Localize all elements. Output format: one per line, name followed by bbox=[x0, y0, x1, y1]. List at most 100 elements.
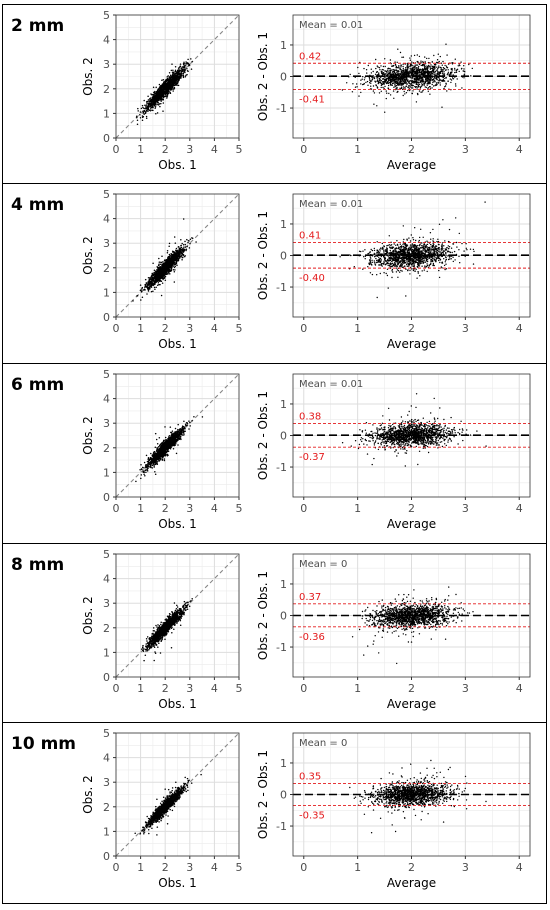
bland-altman-point bbox=[379, 69, 381, 71]
y-tick-label: -1 bbox=[276, 281, 287, 294]
scatter-point bbox=[184, 68, 186, 71]
bland-altman-point bbox=[443, 68, 446, 70]
bland-altman-point bbox=[409, 86, 411, 88]
bland-altman-point bbox=[380, 71, 383, 74]
scatter-point bbox=[187, 64, 190, 67]
scatter-point bbox=[187, 241, 189, 244]
bland-altman-point bbox=[426, 84, 428, 86]
bland-altman-point bbox=[402, 65, 404, 68]
scatter-point bbox=[167, 270, 170, 273]
panel-border bbox=[292, 14, 531, 139]
scatter-point bbox=[172, 73, 174, 76]
x-tick-label: 3 bbox=[462, 143, 469, 156]
scatter-point bbox=[188, 240, 190, 242]
scatter-point bbox=[155, 99, 157, 102]
scatter-point bbox=[180, 255, 182, 257]
scatter-point bbox=[182, 244, 185, 246]
bland-altman-point bbox=[468, 63, 470, 66]
scatter-point bbox=[139, 116, 142, 119]
scatter-point bbox=[167, 264, 169, 266]
bland-altman-point bbox=[363, 67, 365, 70]
scatter-point bbox=[148, 100, 150, 103]
bland-altman-point bbox=[366, 80, 369, 83]
scatter-point bbox=[181, 70, 183, 73]
bland-altman-point bbox=[433, 79, 436, 82]
x-tick-label: 4 bbox=[211, 143, 218, 156]
bland-altman-point bbox=[416, 72, 418, 75]
bland-altman-point bbox=[388, 258, 391, 260]
bland-altman-point bbox=[435, 63, 437, 65]
bland-altman-point bbox=[401, 80, 403, 83]
scatter-point bbox=[144, 289, 146, 291]
scatter-point bbox=[157, 273, 160, 275]
scatter-point bbox=[183, 246, 185, 248]
scatter-point bbox=[149, 108, 152, 110]
scatter-point bbox=[187, 62, 189, 65]
bland-altman-point bbox=[394, 84, 396, 87]
bland-altman-point bbox=[450, 68, 452, 70]
bland-altman-point bbox=[421, 270, 423, 272]
scatter-point bbox=[170, 256, 173, 259]
scatter-point bbox=[172, 264, 174, 266]
bland-altman-point bbox=[465, 243, 467, 245]
bland-altman-point bbox=[422, 251, 424, 253]
scatter-point bbox=[158, 97, 160, 99]
bland-altman-point bbox=[431, 73, 433, 75]
scatter-point bbox=[181, 242, 183, 245]
bland-altman-point bbox=[449, 78, 452, 80]
bland-altman-point bbox=[384, 111, 386, 113]
scatter-point bbox=[170, 80, 172, 82]
bland-altman-point bbox=[422, 69, 424, 72]
bland-altman-point bbox=[453, 250, 456, 253]
bland-altman-point bbox=[397, 81, 399, 83]
bland-altman-point bbox=[412, 65, 414, 67]
scatter-point bbox=[180, 238, 182, 241]
bland-altman-point bbox=[405, 69, 408, 72]
y-tick-label: 0 bbox=[280, 71, 287, 84]
bland-altman-point bbox=[414, 270, 416, 272]
bland-altman-point bbox=[430, 64, 432, 66]
scatter-point bbox=[146, 293, 148, 295]
bland-altman-point bbox=[418, 83, 421, 86]
scatter-point bbox=[159, 263, 162, 265]
bland-altman-point bbox=[424, 261, 427, 263]
scatter-point bbox=[143, 113, 145, 115]
scatter-point bbox=[169, 75, 171, 78]
scatter-point bbox=[154, 288, 156, 291]
bland-altman-point bbox=[397, 84, 399, 86]
bland-altman-point bbox=[389, 68, 392, 70]
bland-altman-point bbox=[380, 255, 382, 258]
bland-altman-point bbox=[371, 261, 374, 263]
bland-altman-point bbox=[389, 73, 391, 75]
scatter-point bbox=[171, 82, 174, 85]
bland-altman-point bbox=[387, 84, 390, 87]
scatter-point bbox=[179, 65, 181, 68]
bland-altman-point bbox=[362, 83, 364, 86]
bland-altman-point bbox=[407, 259, 409, 261]
scatter-point bbox=[174, 76, 176, 78]
bland-altman-point bbox=[372, 90, 375, 92]
bland-altman-point bbox=[456, 78, 458, 80]
scatter-point bbox=[172, 261, 175, 264]
bland-altman-point bbox=[401, 72, 403, 74]
scatter-point bbox=[164, 90, 167, 92]
bland-altman-point bbox=[393, 86, 395, 89]
bland-altman-point bbox=[417, 71, 419, 74]
bland-altman-point bbox=[424, 82, 426, 84]
bland-altman-point bbox=[464, 71, 466, 73]
bland-altman-point bbox=[415, 101, 418, 103]
scatter-point bbox=[170, 85, 173, 87]
bland-altman-point bbox=[415, 64, 417, 66]
scatter-point bbox=[155, 286, 157, 289]
bland-altman-point bbox=[412, 87, 414, 89]
scatter-point bbox=[149, 285, 152, 288]
scatter-point bbox=[153, 277, 155, 280]
bland-altman-point bbox=[466, 249, 468, 251]
bland-altman-point bbox=[411, 85, 413, 87]
scatter-point bbox=[162, 98, 165, 101]
bland-altman-point bbox=[362, 76, 364, 78]
scatter-point bbox=[156, 270, 158, 273]
scatter-point bbox=[172, 258, 174, 261]
scatter-point bbox=[169, 77, 171, 79]
panel-border bbox=[115, 193, 240, 318]
